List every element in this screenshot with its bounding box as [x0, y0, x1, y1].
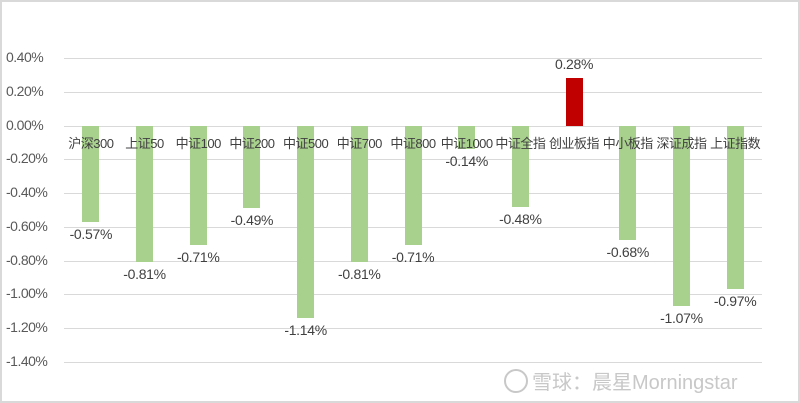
data-label: -0.48%	[499, 210, 542, 227]
category-label: 中证全指	[495, 135, 546, 151]
data-label: -0.49%	[230, 212, 274, 229]
gridline	[64, 328, 762, 329]
data-label: -1.14%	[284, 322, 327, 339]
category-label: 中证100	[175, 135, 222, 151]
data-label: -0.97%	[713, 293, 757, 310]
category-label: 中证1000	[440, 135, 493, 151]
watermark: 雪球：晨星Morningstar	[504, 366, 738, 395]
bar	[726, 125, 744, 290]
data-label: -0.71%	[176, 249, 220, 266]
bar	[189, 125, 207, 246]
bar	[672, 125, 690, 307]
category-label: 中证500	[283, 135, 329, 151]
y-tick-label: 0.40%	[6, 49, 44, 65]
bar	[297, 125, 315, 319]
category-label: 沪深300	[68, 135, 114, 151]
category-label: 中证700	[336, 135, 383, 151]
bar	[243, 125, 261, 209]
bar	[82, 125, 100, 222]
y-tick-label: -0.60%	[6, 218, 48, 234]
bar	[136, 125, 154, 263]
bar	[458, 125, 476, 150]
gridline	[64, 362, 762, 363]
category-label: 深证成指	[656, 135, 707, 151]
data-label: -0.14%	[445, 153, 488, 170]
category-label: 中证800	[390, 135, 436, 151]
y-tick-label: -0.80%	[6, 252, 48, 268]
bar	[619, 125, 637, 241]
gridline	[64, 294, 762, 295]
y-tick-label: -1.20%	[6, 319, 48, 335]
category-label: 中小板指	[602, 135, 654, 151]
y-tick-label: -1.00%	[6, 285, 48, 301]
category-label: 创业板指	[549, 135, 600, 151]
data-label: -0.57%	[69, 225, 113, 242]
bar	[511, 125, 529, 207]
bar	[350, 125, 368, 263]
y-tick-label: -0.20%	[6, 150, 48, 166]
y-tick-label: -1.40%	[6, 353, 48, 369]
y-tick-label: 0.00%	[6, 117, 44, 133]
y-tick-label: -0.40%	[6, 184, 48, 200]
data-label: 0.28%	[554, 56, 594, 73]
bar	[404, 125, 422, 246]
category-label: 上证50	[125, 135, 164, 151]
data-label: -0.81%	[338, 266, 381, 283]
data-label: -1.07%	[660, 310, 703, 327]
gridline	[64, 58, 762, 59]
data-label: -0.71%	[391, 249, 435, 266]
data-label: -0.68%	[606, 244, 650, 261]
data-label: -0.81%	[123, 266, 166, 283]
gridline	[64, 92, 762, 93]
xueqiu-logo-icon	[504, 369, 528, 393]
category-label: 上证指数	[710, 135, 761, 151]
bar	[565, 78, 583, 126]
y-tick-label: 0.20%	[6, 83, 44, 99]
gridline	[64, 261, 762, 262]
category-label: 中证200	[229, 135, 275, 151]
watermark-text: 雪球：晨星Morningstar	[532, 372, 738, 394]
